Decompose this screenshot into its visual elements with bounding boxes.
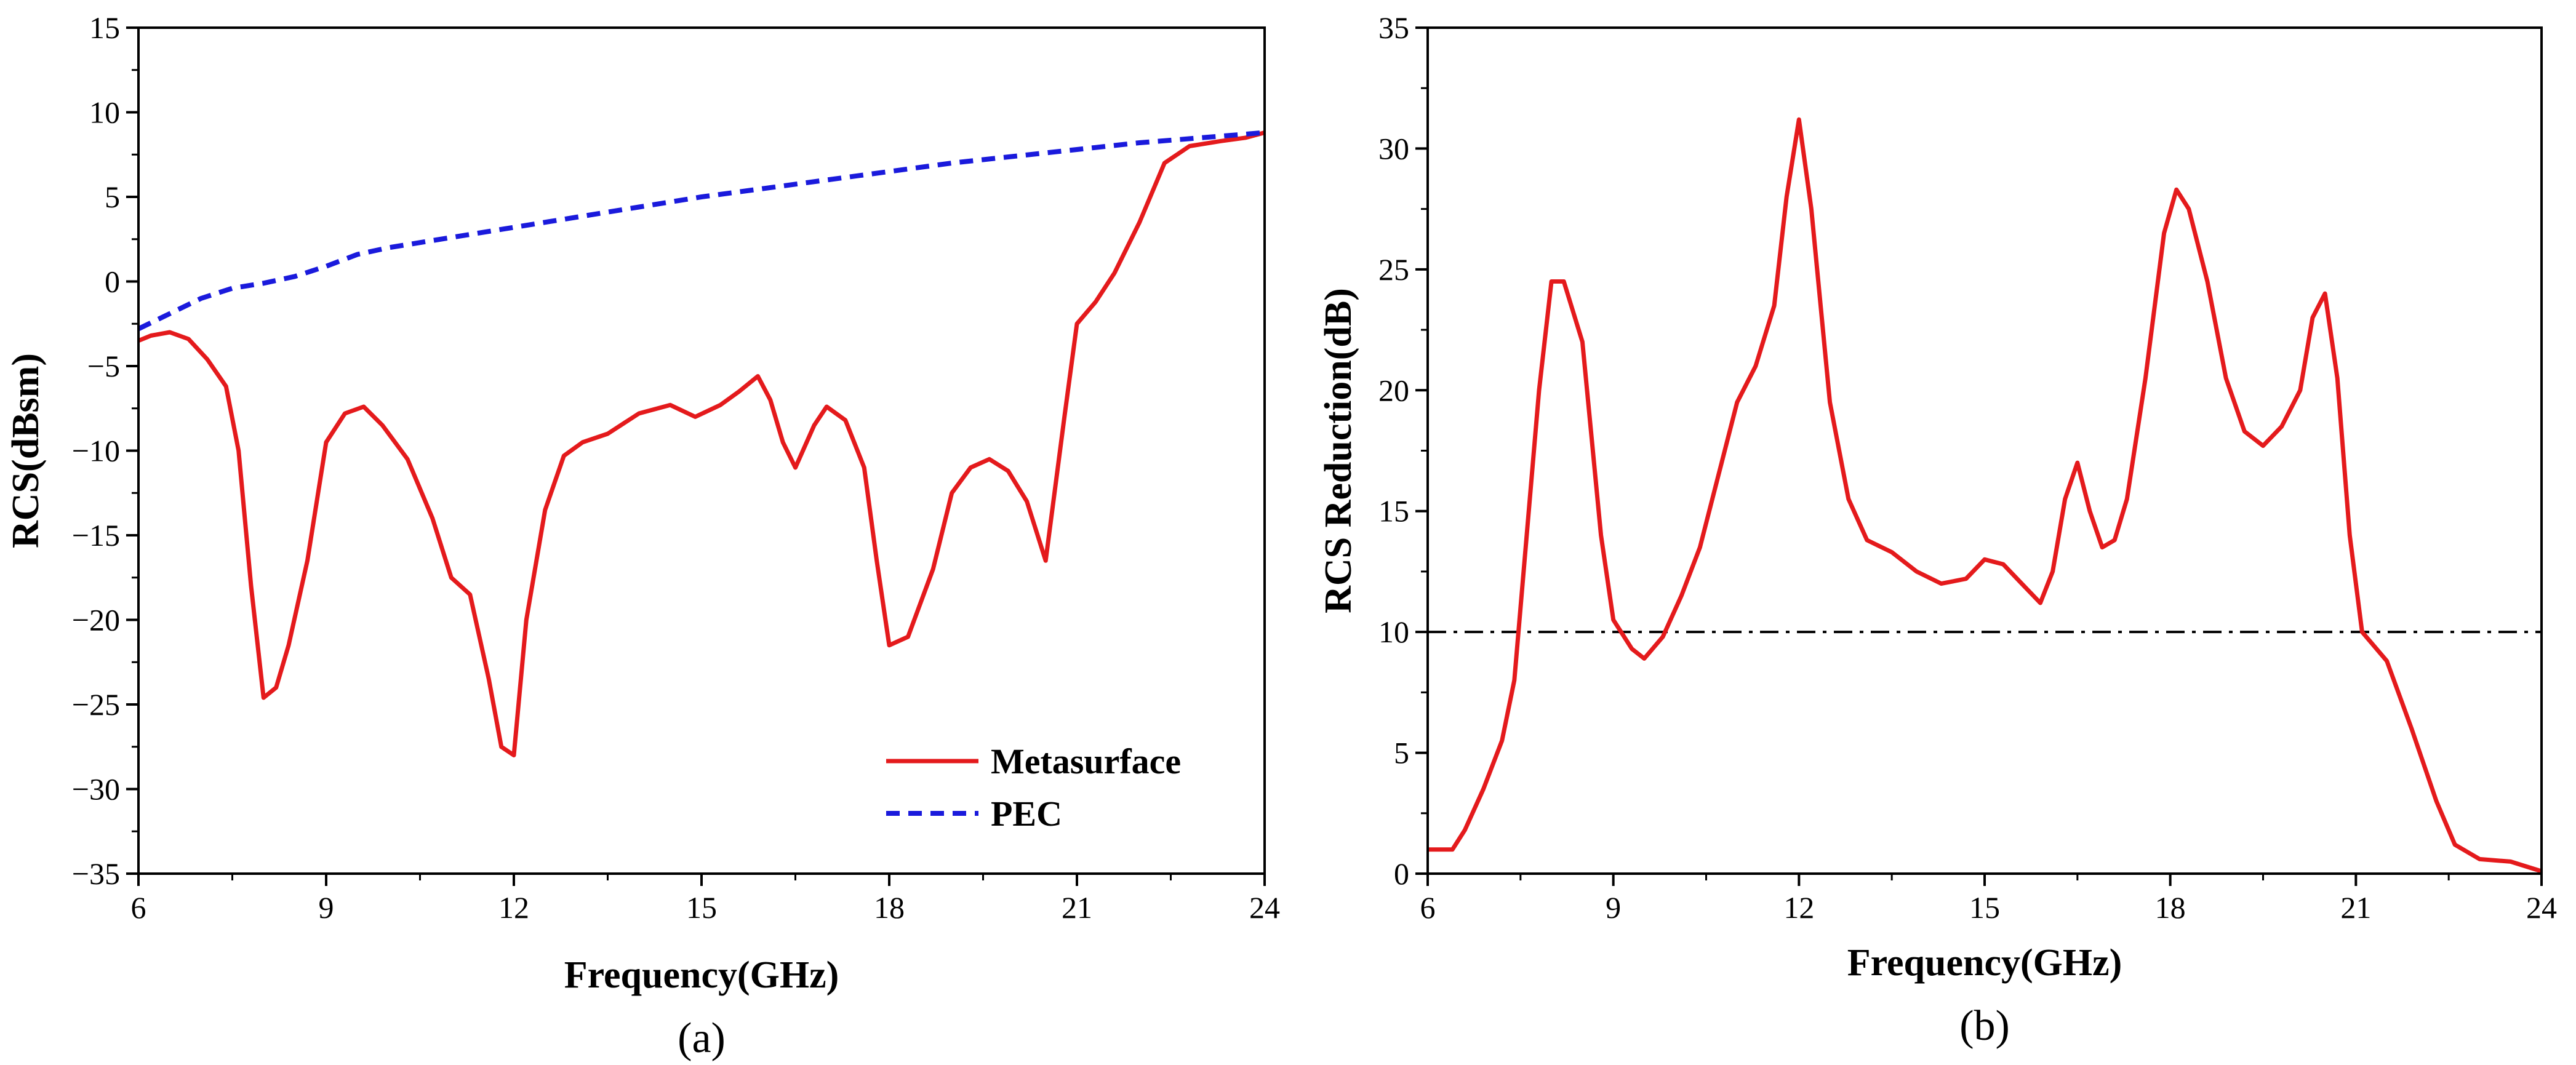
- panel-b-y-tick-label: 25: [1378, 252, 1409, 287]
- panel-b-y-tick-label: 30: [1378, 131, 1409, 166]
- panel-a-y-tick-label: 0: [105, 265, 120, 299]
- panel-a-y-tick-label: 5: [105, 180, 120, 214]
- panel-b-label: (b): [1959, 1002, 2010, 1050]
- panel-b-series-rcs-reduction: [1428, 117, 2542, 874]
- panel-a-y-tick-label: −15: [72, 518, 120, 552]
- panel-a-x-tick-label: 9: [319, 890, 334, 925]
- panel-b-y-tick-label: 0: [1394, 856, 1409, 891]
- panel-b-y-tick-label: 35: [1378, 10, 1409, 45]
- panel-a: 6 9 12 15 18 21 24 15 10 5 0 −5 −10 −15 −20 −25 −30 −35 Fr…: [5, 10, 1280, 1062]
- legend-label-pec: PEC: [991, 794, 1062, 834]
- panel-a-y-tick-label: 10: [89, 95, 120, 130]
- panel-a-series-pec: [138, 130, 1265, 332]
- panel-b-x-tick-label: 24: [2526, 890, 2557, 925]
- panel-b-x-tick-label: 21: [2340, 890, 2371, 925]
- panel-b-y-axis-title: RCS Reduction(dB): [1318, 288, 1359, 613]
- panel-b-x-tick-label: 6: [1420, 890, 1436, 925]
- panel-a-y-tick-label: −5: [87, 349, 120, 383]
- panel-b-y-tick-label: 20: [1378, 373, 1409, 407]
- panel-b: 6 9 12 15 18 21 24 0 5 10 15 20 25 30 35 Frequency(GHz)…: [1318, 10, 2557, 1050]
- panel-b-y-tick-label: 10: [1378, 615, 1409, 649]
- panel-b-x-tick-label: 9: [1606, 890, 1621, 925]
- panel-a-x-axis-title: Frequency(GHz): [564, 954, 839, 996]
- panel-a-y-axis-title: RCS(dBsm): [5, 353, 47, 548]
- panel-a-y-tick-label: −20: [72, 603, 120, 637]
- panel-a-x-tick-label: 15: [686, 890, 717, 925]
- panel-a-y-tick-label: 15: [89, 10, 120, 45]
- panel-b-y-tick-label: 15: [1378, 494, 1409, 529]
- legend-label-metasurface: Metasurface: [991, 741, 1181, 781]
- panel-a-y-tick-label: −30: [72, 772, 120, 807]
- panel-a-y-tick-label: −10: [72, 434, 120, 468]
- panel-a-series-metasurface: [138, 130, 1265, 757]
- panel-a-x-tick-label: 24: [1249, 890, 1280, 925]
- panel-a-x-tick-label: 6: [131, 890, 146, 925]
- panel-b-x-axis-title: Frequency(GHz): [1847, 942, 2122, 984]
- panel-a-legend: Metasurface PEC: [886, 741, 1181, 834]
- panel-a-y-tick-label: −35: [72, 856, 120, 891]
- panel-b-x-tick-label: 12: [1783, 890, 1814, 925]
- panel-a-x-tick-label: 12: [498, 890, 529, 925]
- panel-a-label: (a): [678, 1015, 726, 1062]
- panel-b-x-tick-label: 15: [1969, 890, 2000, 925]
- panel-b-y-tick-label: 5: [1394, 736, 1409, 770]
- panel-a-y-tick-label: −25: [72, 687, 120, 722]
- panel-a-x-tick-label: 18: [874, 890, 905, 925]
- panel-a-x-tick-label: 21: [1062, 890, 1092, 925]
- panel-b-x-tick-label: 18: [2155, 890, 2186, 925]
